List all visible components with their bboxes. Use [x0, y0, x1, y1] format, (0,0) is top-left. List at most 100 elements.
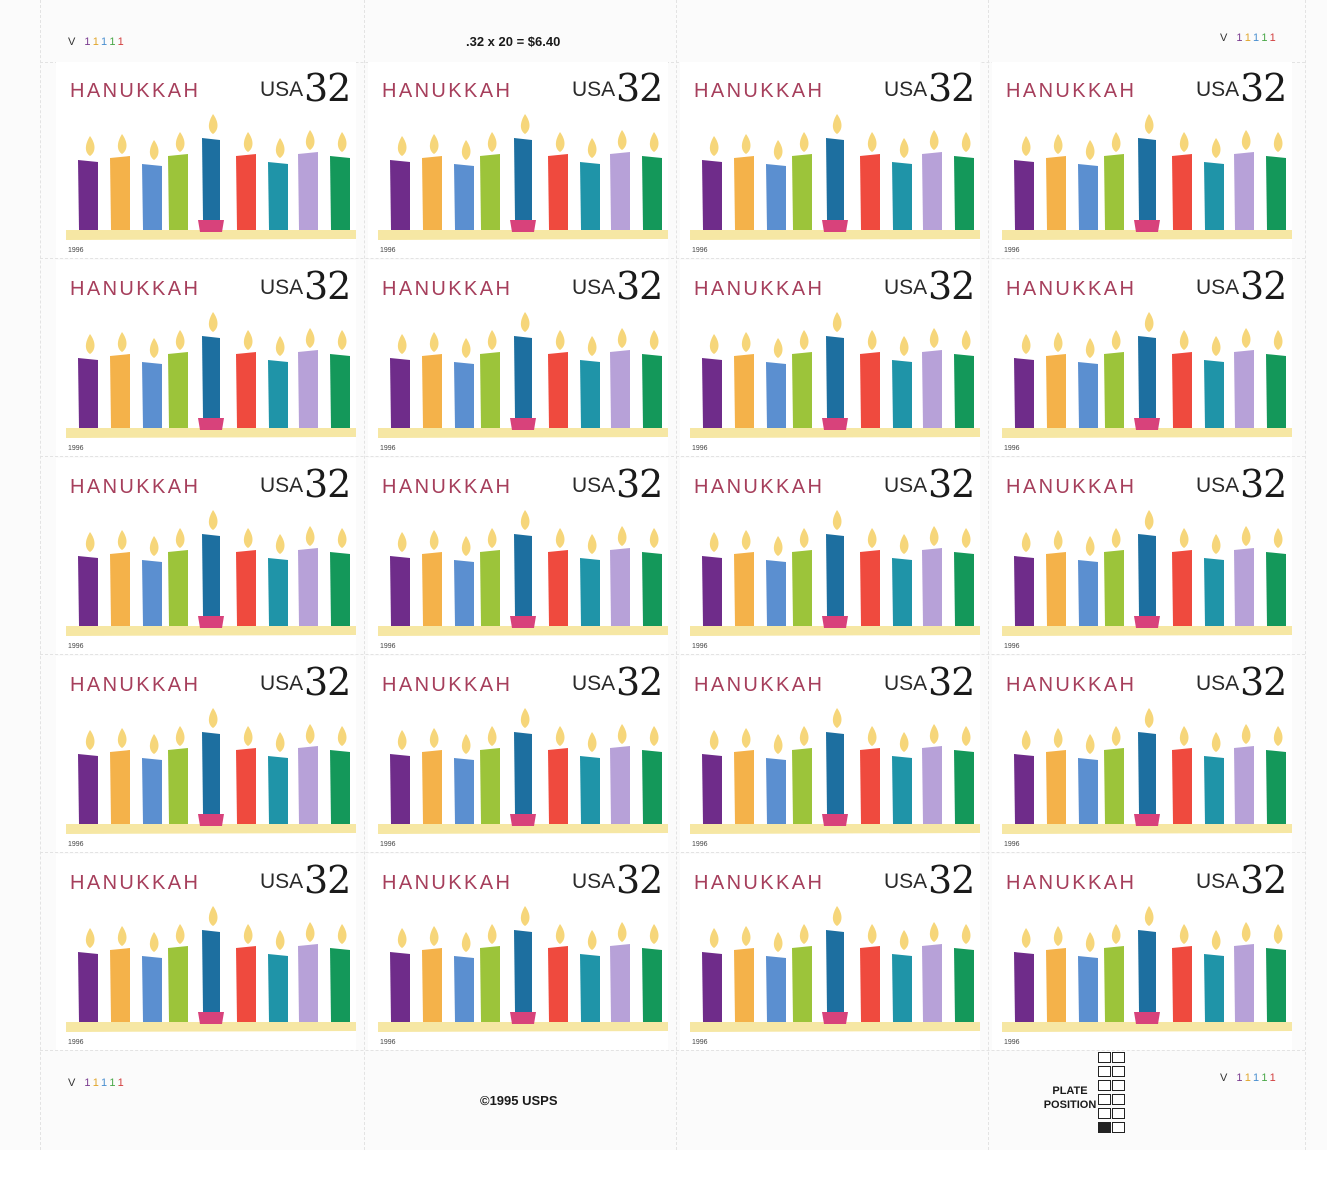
plate-number-top-left: V 11111 [68, 36, 127, 48]
candle [610, 548, 630, 626]
candle-flame [773, 536, 783, 556]
candle [642, 354, 662, 428]
stamp-year: 1996 [380, 1039, 396, 1046]
stamp: HANUKKAH USA 32 1996 [992, 458, 1292, 654]
candle-flame [1053, 530, 1063, 550]
candle [480, 154, 500, 230]
stamp: HANUKKAH USA 32 1996 [680, 854, 980, 1050]
stamp: HANUKKAH USA 32 1996 [680, 62, 980, 258]
stamp-denomination: 32 [928, 858, 975, 902]
candle [610, 152, 630, 230]
candle-flame [1179, 924, 1189, 944]
candle [702, 358, 722, 428]
candle-flame [85, 928, 95, 948]
menorah-candles-illustration [690, 906, 980, 1032]
candle [202, 534, 220, 616]
candle [480, 550, 500, 626]
candle-flame [149, 734, 159, 754]
candle [1046, 750, 1066, 824]
stamp-title: HANUKKAH [382, 476, 513, 498]
plate-prefix: V [68, 36, 79, 48]
stamp-country: USA [260, 474, 304, 497]
candle [860, 352, 880, 428]
candle [766, 560, 786, 626]
candle [1204, 162, 1224, 230]
stamp-country: USA [884, 474, 928, 497]
stamp-year: 1996 [692, 643, 708, 650]
stamp-year: 1996 [68, 247, 84, 254]
candle [480, 748, 500, 824]
candle-flame [1111, 528, 1121, 548]
candle-flame [117, 728, 127, 748]
shamash-holder [1134, 418, 1160, 430]
candle-flame [587, 930, 597, 950]
stamp-title: HANUKKAH [70, 278, 201, 300]
menorah-candles-illustration [1002, 312, 1292, 438]
candle [860, 946, 880, 1022]
candle-flame [149, 932, 159, 952]
candle [1266, 156, 1286, 230]
perforation-line [364, 0, 365, 1150]
candle-flame [487, 132, 497, 152]
candle-flame [1211, 732, 1221, 752]
candle-flame [1085, 932, 1095, 952]
candle [548, 946, 568, 1022]
menorah-candles-illustration [1002, 510, 1292, 636]
candle-flame [1111, 132, 1121, 152]
candle [454, 758, 474, 824]
shamash-holder [198, 418, 224, 430]
candle-flame [617, 328, 627, 348]
plate-digit: 1 [1253, 1072, 1262, 1084]
menorah-candles-illustration [1002, 114, 1292, 240]
candle [922, 152, 942, 230]
candle-base [66, 824, 356, 834]
candle-flame [832, 906, 842, 926]
stamp: HANUKKAH USA 32 1996 [992, 62, 1292, 258]
candle-flame [1111, 330, 1121, 350]
candle [168, 550, 188, 626]
plate-digit: 1 [109, 1077, 118, 1089]
candle-flame [1085, 734, 1095, 754]
plate-cell [1112, 1094, 1125, 1105]
candle-flame [429, 134, 439, 154]
candle-flame [461, 734, 471, 754]
plate-digit: 1 [84, 36, 93, 48]
candle [580, 162, 600, 230]
candle-flame [555, 330, 565, 350]
candle-flame [1021, 334, 1031, 354]
stamp-denomination: 32 [304, 462, 351, 506]
candle-base [378, 230, 668, 240]
shamash-holder [1134, 814, 1160, 826]
stamp-country: USA [572, 672, 616, 695]
candle-flame [867, 528, 877, 548]
candle [954, 948, 974, 1022]
stamp: HANUKKAH USA 32 1996 [56, 62, 356, 258]
shamash-holder [198, 1012, 224, 1024]
candle [610, 944, 630, 1022]
candle-flame [429, 728, 439, 748]
candle [826, 336, 844, 418]
candle-flame [617, 130, 627, 150]
candle-flame [397, 334, 407, 354]
candle [298, 944, 318, 1022]
candle-flame [555, 924, 565, 944]
candle [268, 954, 288, 1022]
stamp-country: USA [884, 276, 928, 299]
candle-flame [555, 528, 565, 548]
candle-flame [587, 534, 597, 554]
candle [1104, 946, 1124, 1022]
plate-digit: 1 [1261, 32, 1270, 44]
candle [268, 756, 288, 824]
candle-flame [799, 528, 809, 548]
candle-flame [1273, 330, 1283, 350]
candle [142, 164, 162, 230]
candle-base [690, 1022, 980, 1032]
stamp: HANUKKAH USA 32 1996 [56, 656, 356, 852]
stamp-title: HANUKKAH [382, 674, 513, 696]
stamp-title: HANUKKAH [70, 476, 201, 498]
stamp-year: 1996 [380, 643, 396, 650]
plate-cell [1112, 1080, 1125, 1091]
candle [236, 550, 256, 626]
candle [330, 354, 350, 428]
candle [298, 152, 318, 230]
